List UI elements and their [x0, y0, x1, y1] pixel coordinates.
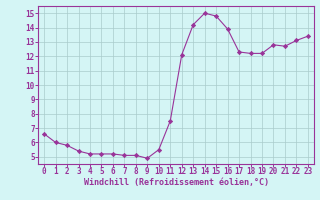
X-axis label: Windchill (Refroidissement éolien,°C): Windchill (Refroidissement éolien,°C)	[84, 178, 268, 187]
